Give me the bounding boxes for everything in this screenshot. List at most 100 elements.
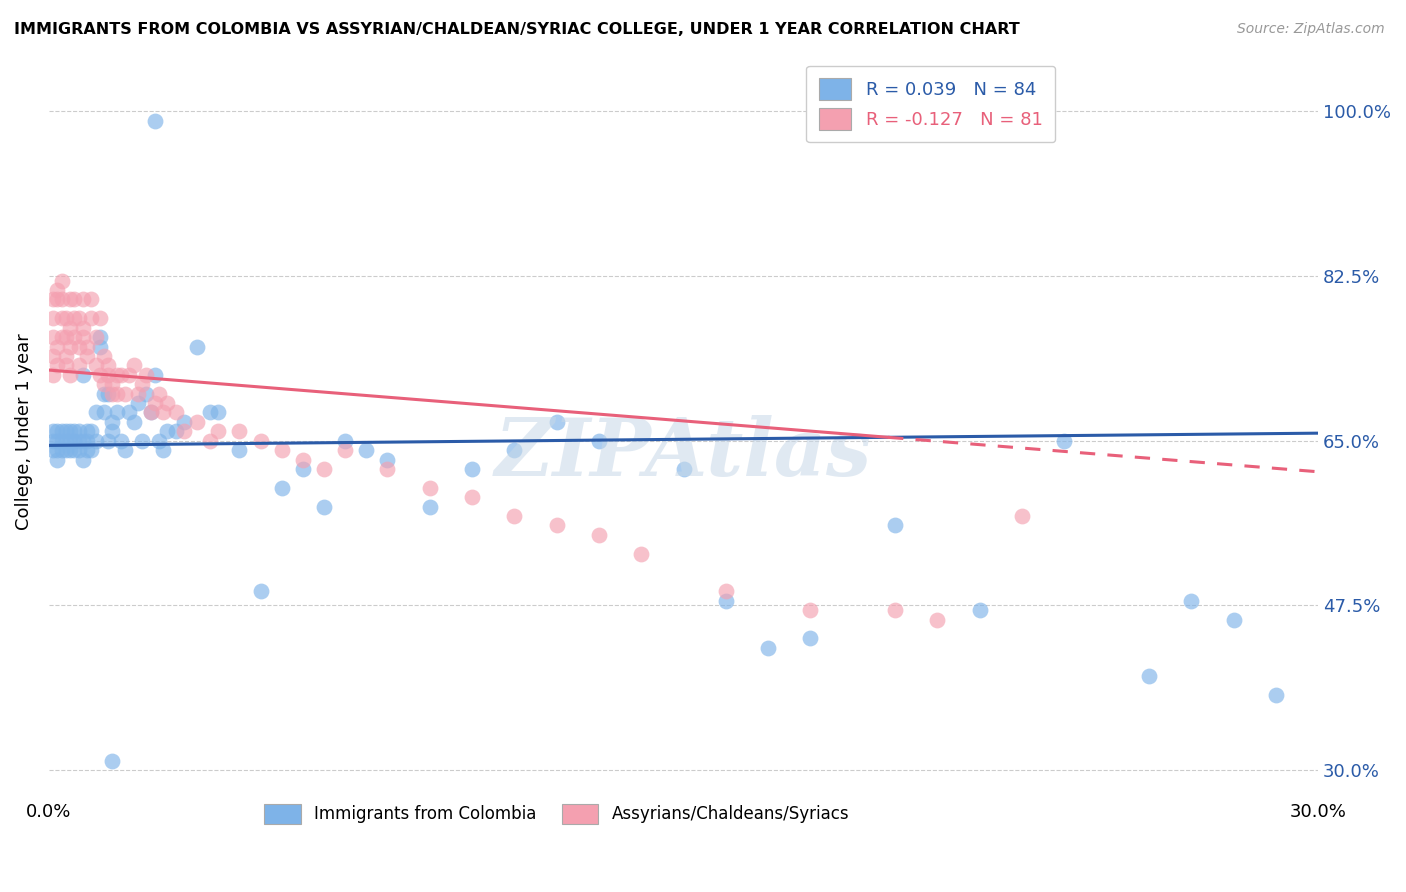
Point — [672, 462, 695, 476]
Point — [51, 434, 73, 448]
Point — [55, 434, 77, 448]
Point — [131, 434, 153, 448]
Point — [93, 405, 115, 419]
Point — [84, 359, 107, 373]
Point — [76, 339, 98, 353]
Point — [105, 368, 128, 382]
Point — [186, 339, 208, 353]
Point — [186, 415, 208, 429]
Point — [63, 443, 86, 458]
Point — [207, 405, 229, 419]
Point — [42, 443, 65, 458]
Point — [588, 434, 610, 448]
Point — [42, 330, 65, 344]
Point — [198, 434, 221, 448]
Point — [46, 424, 69, 438]
Point — [377, 452, 399, 467]
Point — [51, 274, 73, 288]
Legend: Immigrants from Colombia, Assyrians/Chaldeans/Syriacs: Immigrants from Colombia, Assyrians/Chal… — [257, 797, 856, 830]
Point — [89, 339, 111, 353]
Point — [55, 359, 77, 373]
Point — [1264, 688, 1286, 702]
Point — [46, 443, 69, 458]
Point — [97, 359, 120, 373]
Point — [143, 113, 166, 128]
Point — [101, 415, 124, 429]
Point — [89, 368, 111, 382]
Point — [228, 443, 250, 458]
Point — [270, 443, 292, 458]
Point — [135, 386, 157, 401]
Point — [249, 584, 271, 599]
Point — [72, 293, 94, 307]
Point — [76, 443, 98, 458]
Point — [110, 434, 132, 448]
Point — [546, 518, 568, 533]
Point — [80, 311, 103, 326]
Point — [969, 603, 991, 617]
Point — [59, 339, 82, 353]
Point — [156, 424, 179, 438]
Point — [461, 462, 484, 476]
Point — [461, 490, 484, 504]
Point — [55, 311, 77, 326]
Point — [46, 293, 69, 307]
Point — [46, 283, 69, 297]
Point — [55, 443, 77, 458]
Point — [127, 396, 149, 410]
Point — [46, 339, 69, 353]
Point — [588, 528, 610, 542]
Point — [67, 311, 90, 326]
Point — [228, 424, 250, 438]
Text: Source: ZipAtlas.com: Source: ZipAtlas.com — [1237, 22, 1385, 37]
Point — [97, 434, 120, 448]
Point — [173, 424, 195, 438]
Point — [156, 396, 179, 410]
Point — [55, 330, 77, 344]
Point — [165, 405, 187, 419]
Point — [207, 424, 229, 438]
Point — [76, 434, 98, 448]
Point — [756, 640, 779, 655]
Point — [93, 377, 115, 392]
Point — [59, 320, 82, 334]
Point — [419, 481, 441, 495]
Point — [63, 330, 86, 344]
Point — [546, 415, 568, 429]
Point — [76, 424, 98, 438]
Point — [59, 424, 82, 438]
Point — [143, 396, 166, 410]
Point — [63, 311, 86, 326]
Point — [333, 434, 356, 448]
Point — [63, 434, 86, 448]
Point — [118, 405, 141, 419]
Point — [148, 386, 170, 401]
Point — [55, 424, 77, 438]
Point — [42, 368, 65, 382]
Point — [135, 368, 157, 382]
Point — [72, 320, 94, 334]
Point — [63, 293, 86, 307]
Point — [152, 443, 174, 458]
Point — [114, 386, 136, 401]
Point — [59, 434, 82, 448]
Point — [67, 359, 90, 373]
Point — [122, 359, 145, 373]
Point — [51, 311, 73, 326]
Point — [714, 594, 737, 608]
Point — [291, 462, 314, 476]
Point — [51, 330, 73, 344]
Point — [312, 462, 335, 476]
Point — [1011, 508, 1033, 523]
Point — [291, 452, 314, 467]
Point — [799, 603, 821, 617]
Point — [143, 368, 166, 382]
Point — [1137, 669, 1160, 683]
Point — [333, 443, 356, 458]
Point — [148, 434, 170, 448]
Point — [101, 424, 124, 438]
Point — [630, 547, 652, 561]
Point — [377, 462, 399, 476]
Point — [63, 424, 86, 438]
Point — [131, 377, 153, 392]
